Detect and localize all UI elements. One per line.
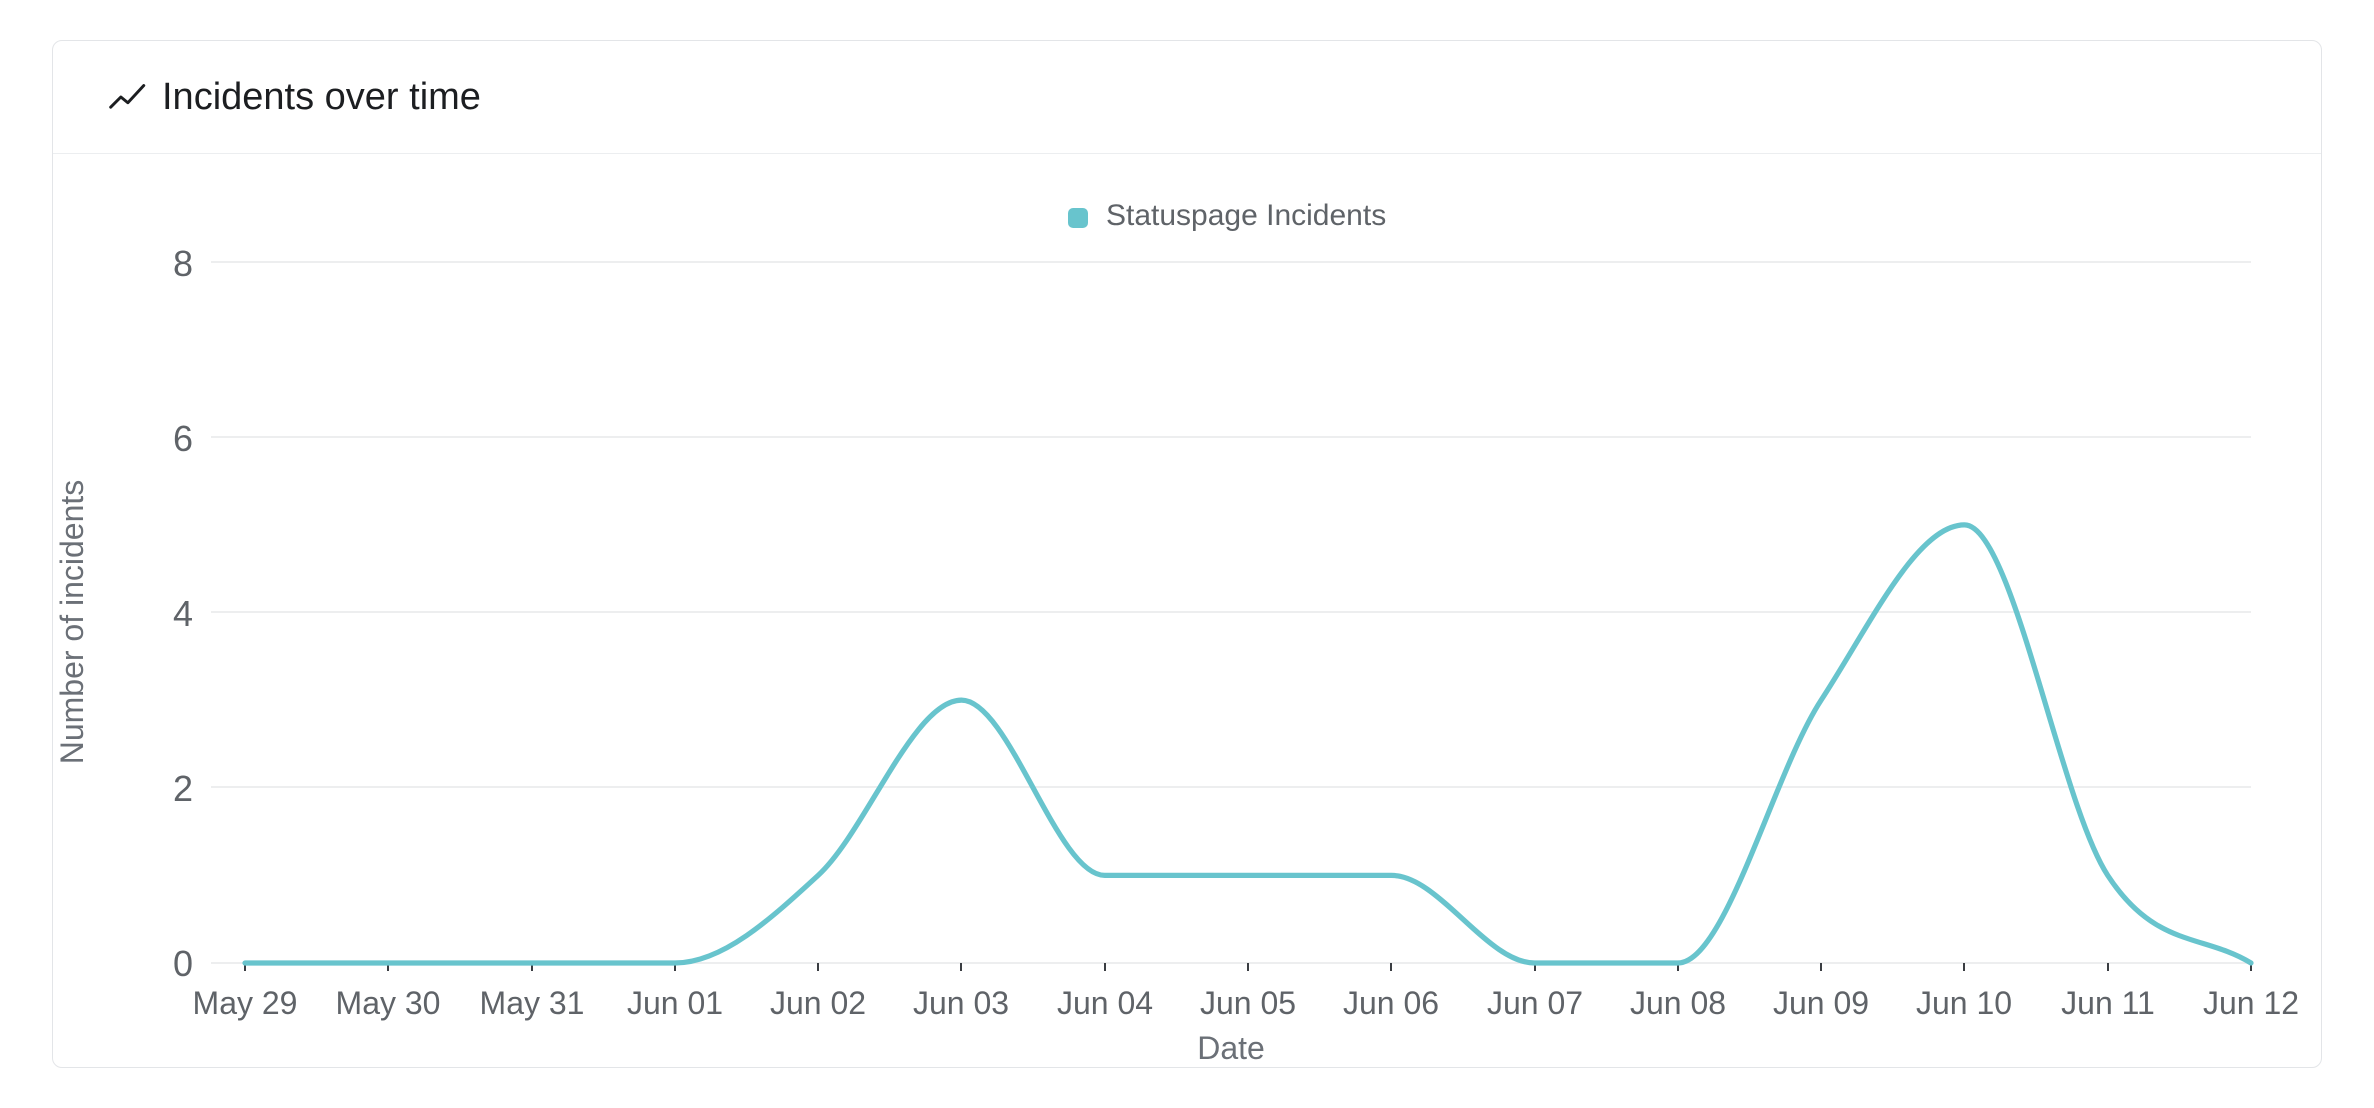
- svg-text:6: 6: [173, 418, 193, 459]
- svg-text:May 31: May 31: [480, 985, 585, 1021]
- svg-text:4: 4: [173, 593, 193, 634]
- svg-text:Number of incidents: Number of incidents: [54, 480, 90, 765]
- svg-text:May 30: May 30: [336, 985, 441, 1021]
- svg-text:0: 0: [173, 943, 193, 984]
- svg-text:2: 2: [173, 768, 193, 809]
- svg-text:Jun 12: Jun 12: [2203, 985, 2299, 1021]
- svg-text:Jun 08: Jun 08: [1630, 985, 1726, 1021]
- svg-text:Jun 05: Jun 05: [1200, 985, 1296, 1021]
- svg-text:Jun 10: Jun 10: [1916, 985, 2012, 1021]
- svg-text:Jun 06: Jun 06: [1343, 985, 1439, 1021]
- svg-text:Date: Date: [1197, 1030, 1265, 1066]
- svg-text:Statuspage Incidents: Statuspage Incidents: [1106, 199, 1386, 232]
- svg-text:8: 8: [173, 243, 193, 284]
- svg-text:Jun 11: Jun 11: [2061, 985, 2155, 1021]
- svg-text:Jun 02: Jun 02: [770, 985, 866, 1021]
- svg-text:Jun 04: Jun 04: [1057, 985, 1153, 1021]
- svg-text:Jun 01: Jun 01: [627, 985, 723, 1021]
- svg-text:Jun 03: Jun 03: [913, 985, 1009, 1021]
- svg-text:May 29: May 29: [193, 985, 298, 1021]
- svg-text:Jun 09: Jun 09: [1773, 985, 1869, 1021]
- svg-text:Jun 07: Jun 07: [1487, 985, 1583, 1021]
